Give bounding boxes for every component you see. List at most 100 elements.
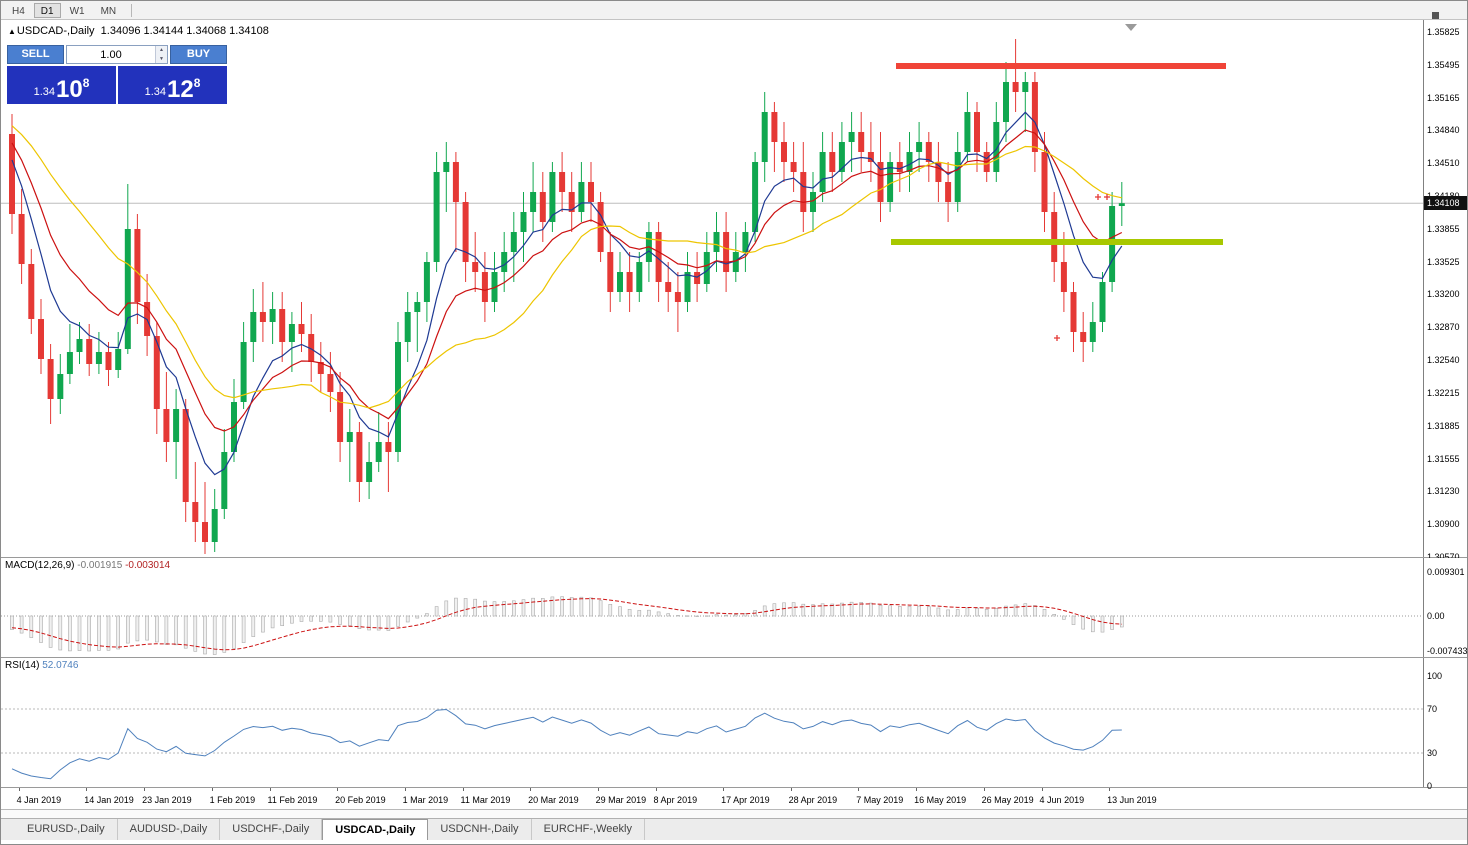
chart-symbol-label: USDCAD-,Daily (16, 25, 95, 37)
time-axis-label: 11 Feb 2019 (267, 795, 318, 805)
sell-price-sup: 8 (82, 76, 90, 90)
rsi-scale: 100 70 30 0 (1423, 658, 1467, 791)
timeframe-button-w1[interactable]: W1 (69, 5, 85, 17)
time-axis-label: 4 Jan 2019 (16, 795, 62, 805)
price-scale-label: 1.30900 (1427, 519, 1460, 529)
time-axis-tick (916, 788, 918, 791)
price-marker-icon (1054, 335, 1060, 341)
price-marker-icon (1104, 194, 1110, 200)
timeframe-button-h4[interactable]: H4 (12, 5, 25, 17)
macd-chart[interactable] (1, 558, 1424, 658)
rsi-panel: RSI(14) 52.0746 100 70 30 0 (1, 658, 1467, 791)
rsi-scale-label: 100 (1427, 671, 1443, 681)
time-axis-label: 20 Mar 2019 (528, 795, 579, 805)
price-scale-label: 1.31230 (1427, 486, 1460, 496)
chart-tab-eurusd-daily[interactable]: EURUSD-,Daily (15, 819, 118, 840)
sell-button[interactable]: SELL (7, 45, 64, 64)
price-scale-label: 1.32215 (1427, 387, 1460, 398)
price-marker-icon (1095, 194, 1101, 200)
chart-ohlc-values: 1.34096 1.34144 1.34068 1.34108 (100, 25, 269, 37)
main-price-chart[interactable] (1, 20, 1424, 558)
time-axis-label: 28 Apr 2019 (788, 795, 838, 805)
volume-down-icon[interactable]: ▼ (156, 54, 167, 63)
buy-price-sup: 8 (193, 76, 201, 90)
time-axis-tick (1041, 788, 1043, 791)
price-scale-label: 1.31555 (1427, 453, 1460, 464)
price-scale-label: 1.33200 (1427, 289, 1460, 299)
timeframe-button-mn[interactable]: MN (100, 5, 117, 17)
time-axis-tick (211, 788, 213, 791)
sell-price-big: 10 (56, 76, 83, 103)
time-axis-label: 4 Jun 2019 (1039, 795, 1085, 805)
time-axis-tick (337, 788, 339, 791)
price-scale: 1.34108 1.35825 1.35495 1.35165 1.34840 1.34… (1423, 20, 1467, 562)
macd-signal-value: -0.003014 (125, 560, 171, 571)
rsi-value: 52.0746 (42, 660, 79, 671)
ma-line-13 (11, 129, 1123, 432)
rsi-line (11, 708, 1122, 780)
price-scale-label: 1.35495 (1427, 59, 1460, 70)
one-click-trading-widget: SELL ▲ ▼ BUY 1.34 10 8 1.34 12 8 (7, 45, 227, 104)
price-scale-label: 1.30570 (1427, 552, 1460, 562)
chart-ohlc-header: ▲USDCAD-,Daily 1.34096 1.34144 1.34068 1… (8, 25, 269, 37)
buy-price-prefix: 1.34 (144, 86, 167, 98)
time-axis-tick (269, 788, 271, 791)
time-axis-tick (18, 788, 20, 791)
time-axis-label: 1 Mar 2019 (402, 795, 449, 805)
time-axis-tick (86, 788, 88, 791)
macd-signal-line (11, 598, 1122, 651)
volume-up-icon[interactable]: ▲ (156, 46, 167, 55)
chart-tab-eurchf-weekly[interactable]: EURCHF-,Weekly (532, 819, 645, 840)
price-scale-label: 1.32870 (1427, 322, 1460, 332)
time-axis-tick (655, 788, 657, 791)
time-axis-tick (144, 788, 146, 791)
price-scale-label: 1.34180 (1427, 191, 1460, 201)
time-axis-label: 16 May 2019 (914, 795, 967, 805)
rsi-scale-label: 30 (1427, 748, 1438, 758)
time-axis-tick (404, 788, 406, 791)
macd-name-label: MACD(12,26,9) (5, 560, 75, 571)
time-axis-label: 13 Jun 2019 (1107, 795, 1157, 805)
macd-title: MACD(12,26,9) -0.001915 -0.003014 (5, 560, 170, 571)
timeframe-toolbar: H4 D1 W1 MN (1, 1, 1467, 20)
time-axis-label: 17 Apr 2019 (721, 795, 770, 805)
time-axis-label: 7 May 2019 (856, 795, 904, 805)
time-axis-tick (597, 788, 599, 791)
buy-price-panel[interactable]: 1.34 12 8 (118, 66, 227, 104)
macd-scale-label: 0.009301 (1427, 567, 1465, 578)
rsi-scale-label: 70 (1427, 704, 1438, 714)
chart-tab-usdchf-daily[interactable]: USDCHF-,Daily (220, 819, 323, 840)
time-axis-label: 1 Feb 2019 (209, 795, 256, 805)
sell-price-prefix: 1.34 (33, 86, 56, 98)
toolbar-separator (131, 3, 133, 17)
macd-scale-label: -0.007433 (1427, 645, 1468, 656)
price-scale-label: 1.33855 (1427, 223, 1460, 234)
ma-line-20 (11, 125, 1122, 409)
volume-box: ▲ ▼ (66, 45, 168, 64)
rsi-chart[interactable] (1, 658, 1424, 788)
time-axis-label: 11 Mar 2019 (460, 795, 511, 805)
resistance-line (896, 63, 1226, 69)
rsi-name-label: RSI(14) (5, 660, 40, 671)
sell-price-panel[interactable]: 1.34 10 8 (7, 66, 116, 104)
time-axis-tick (1109, 788, 1111, 791)
shift-marker-icon (1125, 24, 1137, 31)
chart-tab-usdcnh-daily[interactable]: USDCNH-,Daily (428, 819, 532, 840)
time-axis-tick (462, 788, 464, 791)
macd-scale: 0.009301 0.00 -0.007433 (1423, 558, 1468, 657)
time-axis-label: 26 May 2019 (981, 795, 1034, 805)
time-axis: 4 Jan 2019 14 Jan 2019 23 Jan 2019 1 Feb 20… (1, 788, 1467, 810)
time-axis-label: 20 Feb 2019 (335, 795, 386, 805)
time-axis-tick (723, 788, 725, 791)
time-axis-label: 14 Jan 2019 (84, 795, 134, 805)
chart-tab-audusd-daily[interactable]: AUDUSD-,Daily (118, 819, 221, 840)
toolbar-corner-icon (1432, 12, 1439, 19)
chart-tab-usdcad-daily[interactable]: USDCAD-,Daily (322, 819, 429, 840)
price-scale-label: 1.31885 (1427, 420, 1460, 431)
buy-button[interactable]: BUY (170, 45, 227, 64)
current-price-tag: 1.34108 (1424, 196, 1467, 211)
volume-input[interactable] (67, 46, 155, 63)
time-axis-label: 29 Mar 2019 (595, 795, 647, 805)
timeframe-button-d1[interactable]: D1 (33, 2, 61, 18)
